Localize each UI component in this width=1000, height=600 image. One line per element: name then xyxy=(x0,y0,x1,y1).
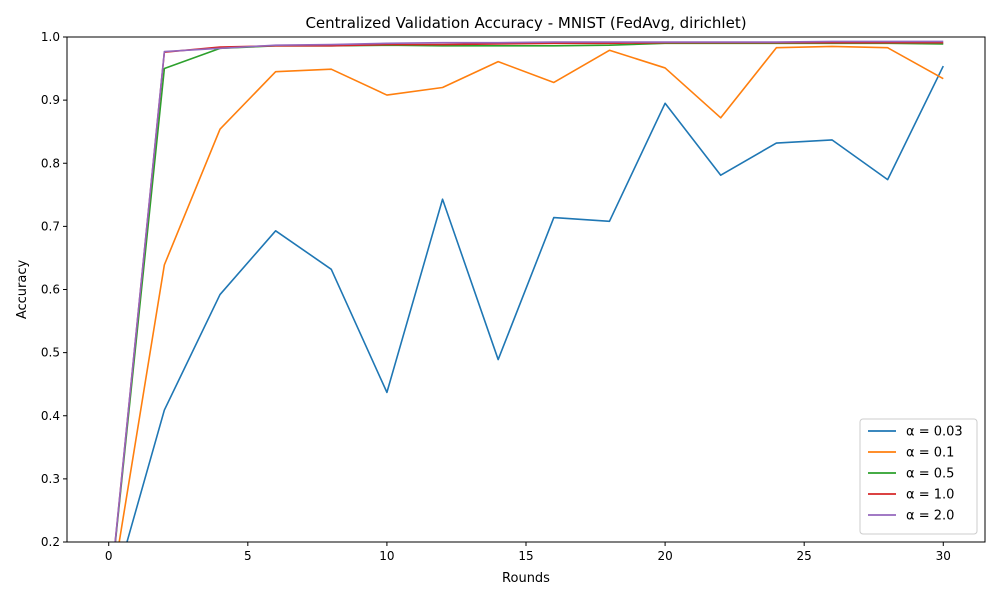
x-tick-label: 10 xyxy=(379,549,394,563)
series-line-1 xyxy=(118,45,944,542)
y-tick-label: 0.2 xyxy=(41,535,60,549)
series-line-3 xyxy=(114,41,944,542)
y-axis-label: Accuracy xyxy=(15,260,30,320)
y-tick-label: 0.8 xyxy=(41,156,60,170)
legend-box xyxy=(859,418,978,535)
legend-label-0: α = 0.03 xyxy=(906,425,963,440)
x-tick-label: 5 xyxy=(244,549,252,563)
legend-label-4: α = 2.0 xyxy=(906,509,954,524)
plot-area: 0 5 10 15 20 25 30 0.2 0.3 0.4 0.5 0.6 0.7 0.8 0.9 1.0 xyxy=(41,30,986,563)
x-tick-label: 0 xyxy=(105,549,113,563)
series-lines xyxy=(114,40,944,542)
series-line-2 xyxy=(114,42,944,542)
y-tick-label: 0.9 xyxy=(41,93,60,107)
y-tick-label: 0.4 xyxy=(41,409,60,423)
y-tick-label: 0.7 xyxy=(41,219,60,233)
legend-label-3: α = 1.0 xyxy=(906,488,954,503)
y-tick-label: 0.6 xyxy=(41,283,60,297)
y-tick-label: 0.5 xyxy=(41,346,60,360)
x-tick-label: 30 xyxy=(936,549,951,563)
y-tick-label: 1.0 xyxy=(41,30,60,44)
series-line-0 xyxy=(126,65,944,542)
chart-title: Centralized Validation Accuracy - MNIST … xyxy=(305,14,746,32)
x-tick-label: 20 xyxy=(657,549,672,563)
legend-label-1: α = 0.1 xyxy=(906,446,954,461)
x-tick-label: 25 xyxy=(797,549,812,563)
legend: α = 0.03 α = 0.1 α = 0.5 α = 1.0 α = 2.0 xyxy=(859,418,978,535)
y-tick-label: 0.3 xyxy=(41,472,60,486)
x-tick-label: 15 xyxy=(518,549,533,563)
x-axis-label: Rounds xyxy=(502,571,550,586)
legend-label-2: α = 0.5 xyxy=(906,467,954,482)
series-line-4 xyxy=(114,40,944,542)
